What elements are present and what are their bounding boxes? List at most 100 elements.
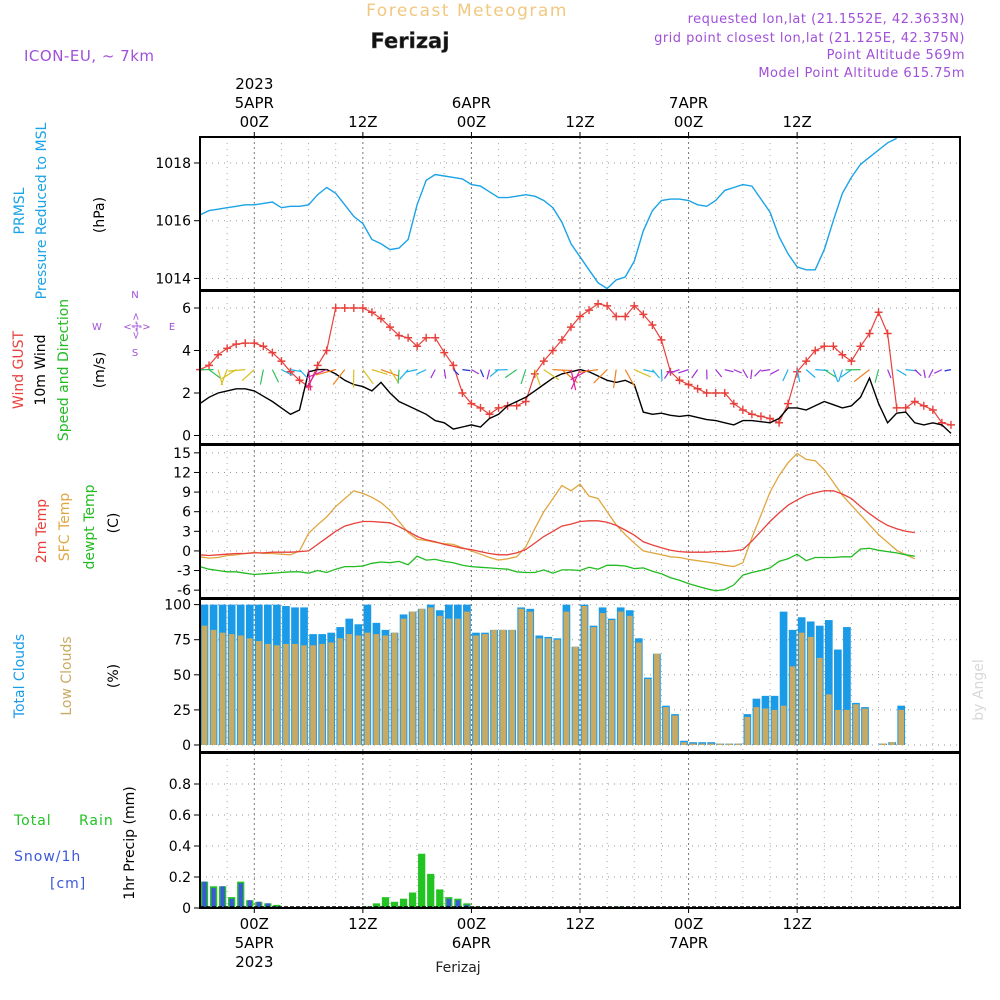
gust-marker <box>431 333 440 342</box>
location-title: Ferizaj <box>371 29 450 53</box>
cloud-ytick-label: 75 <box>173 633 191 649</box>
snow-bar <box>229 898 234 908</box>
low-cloud-bar <box>265 643 271 745</box>
wind-direction-arrow <box>782 369 789 382</box>
wind-direction-arrow <box>471 369 480 375</box>
wind-direction-arrow <box>259 369 264 385</box>
header: Forecast Meteogram Ferizaj ICON-EU, ~ 7k… <box>24 1 965 81</box>
wind-direction-arrow <box>399 369 409 380</box>
snow-bar <box>256 901 261 908</box>
gust-marker <box>603 301 612 310</box>
gust-marker <box>702 389 711 397</box>
snow-bar <box>455 900 461 908</box>
wind-direction-arrow <box>613 369 617 389</box>
low-cloud-bar <box>762 708 769 745</box>
gust-marker <box>232 340 241 349</box>
credit: by Angel <box>971 659 987 720</box>
wind-direction-arrow <box>678 369 689 374</box>
gust-marker <box>720 389 729 397</box>
gust-marker <box>268 348 277 357</box>
low-cloud-bar <box>228 634 235 745</box>
low-cloud-bar <box>274 645 280 745</box>
wind-direction-arrow <box>805 369 816 378</box>
gust-marker <box>711 389 720 397</box>
low-cloud-bar <box>473 635 479 745</box>
time-top-label: 12Z <box>565 113 594 131</box>
wind-direction-arrow <box>742 369 749 379</box>
precip-ytick-label: 0 <box>182 901 191 917</box>
gust-marker <box>756 412 765 421</box>
time-top-label: 7APR <box>669 94 708 112</box>
gust-marker <box>612 312 621 321</box>
wind-ytick-label: 6 <box>182 301 191 317</box>
gust-marker <box>684 380 693 389</box>
low-cloud-bar <box>355 635 362 745</box>
gust-marker <box>738 406 747 414</box>
temp-ytick-label: -3 <box>177 564 191 580</box>
wind-direction-arrow <box>281 369 293 376</box>
temperature-panel: -6 -3 0 3 6 9 12 15 <box>173 444 961 599</box>
gridpoint-coords: grid point closest lon,lat (21.125E, 42.… <box>654 31 965 46</box>
low-cloud-bar <box>536 638 543 745</box>
dewpoint-line <box>199 547 915 592</box>
wind-direction-arrow <box>593 369 608 384</box>
pressure-ytick-label: 1016 <box>155 214 191 230</box>
rain-bar <box>372 903 381 908</box>
low-cloud-bar <box>445 618 452 745</box>
low-cloud-bar <box>798 632 805 745</box>
wind-direction-arrow <box>315 369 336 376</box>
low-cloud-bar <box>346 634 353 745</box>
wind-panel: 0 2 4 6 <box>182 290 961 445</box>
cloud-labels: Total Clouds Low Clouds (%) <box>12 634 122 719</box>
wind-direction-arrow <box>389 369 400 384</box>
wind-direction-arrow <box>944 369 952 372</box>
gust-marker <box>928 406 937 414</box>
wind-direction-arrow <box>643 369 655 373</box>
snow-bar <box>265 903 271 908</box>
time-bottom-label: 5APR <box>235 934 274 952</box>
gust-marker <box>349 304 358 312</box>
temp-unit: (C) <box>106 513 122 534</box>
wind-direction-arrow <box>923 369 926 379</box>
wind-direction-arrow <box>534 369 541 386</box>
low-cloud-bar <box>292 643 298 745</box>
low-cloud-bar <box>626 615 633 745</box>
gust-marker <box>747 410 756 419</box>
low-cloud-bar <box>283 643 289 745</box>
temp-ytick-label: 15 <box>173 446 191 462</box>
cloud-ytick-label: 50 <box>173 668 191 684</box>
gust-marker <box>295 376 304 385</box>
gust-marker <box>223 344 232 353</box>
gust-marker <box>811 346 820 355</box>
precip-panel: 0 0.2 0.4 0.6 0.8 <box>169 752 961 917</box>
low-cloud-bar <box>816 657 823 745</box>
time-bottom-label: 12Z <box>565 915 594 933</box>
low-cloud-bar <box>373 634 380 745</box>
wind-direction-arrow <box>228 369 246 372</box>
low-cloud-bar <box>427 607 434 745</box>
wind-direction-arrow <box>443 369 447 379</box>
pressure-unit: (hPa) <box>92 197 108 233</box>
wind-direction-arrow <box>750 369 753 380</box>
wind-ytick-label: 0 <box>182 429 191 445</box>
pressure-labels: PRMSL Pressure Reduced to MSL (hPa) <box>12 122 108 299</box>
model-altitude: Model Point Altitude 615.75m <box>758 66 965 81</box>
wind-direction-arrow <box>332 369 346 385</box>
pressure-ytick-label: 1018 <box>155 156 191 172</box>
wind-direction-arrow <box>486 369 491 380</box>
time-bottom-label: 00Z <box>240 915 269 933</box>
rain-bar <box>436 889 444 908</box>
pressure-label-prmsl: PRMSL <box>12 187 28 234</box>
low-cloud-bar <box>825 694 832 745</box>
low-cloud-bar <box>246 638 253 745</box>
cloud-ytick-label: 100 <box>164 598 191 614</box>
gust-marker <box>331 304 340 312</box>
gust-marker <box>657 335 666 344</box>
precip-ytick-label: 0.8 <box>169 777 191 793</box>
time-top-label: 00Z <box>457 113 486 131</box>
temp-ytick-label: 0 <box>182 544 191 560</box>
gust-marker <box>440 348 449 357</box>
low-cloud-bar <box>862 708 868 745</box>
rain-bar <box>409 892 417 908</box>
